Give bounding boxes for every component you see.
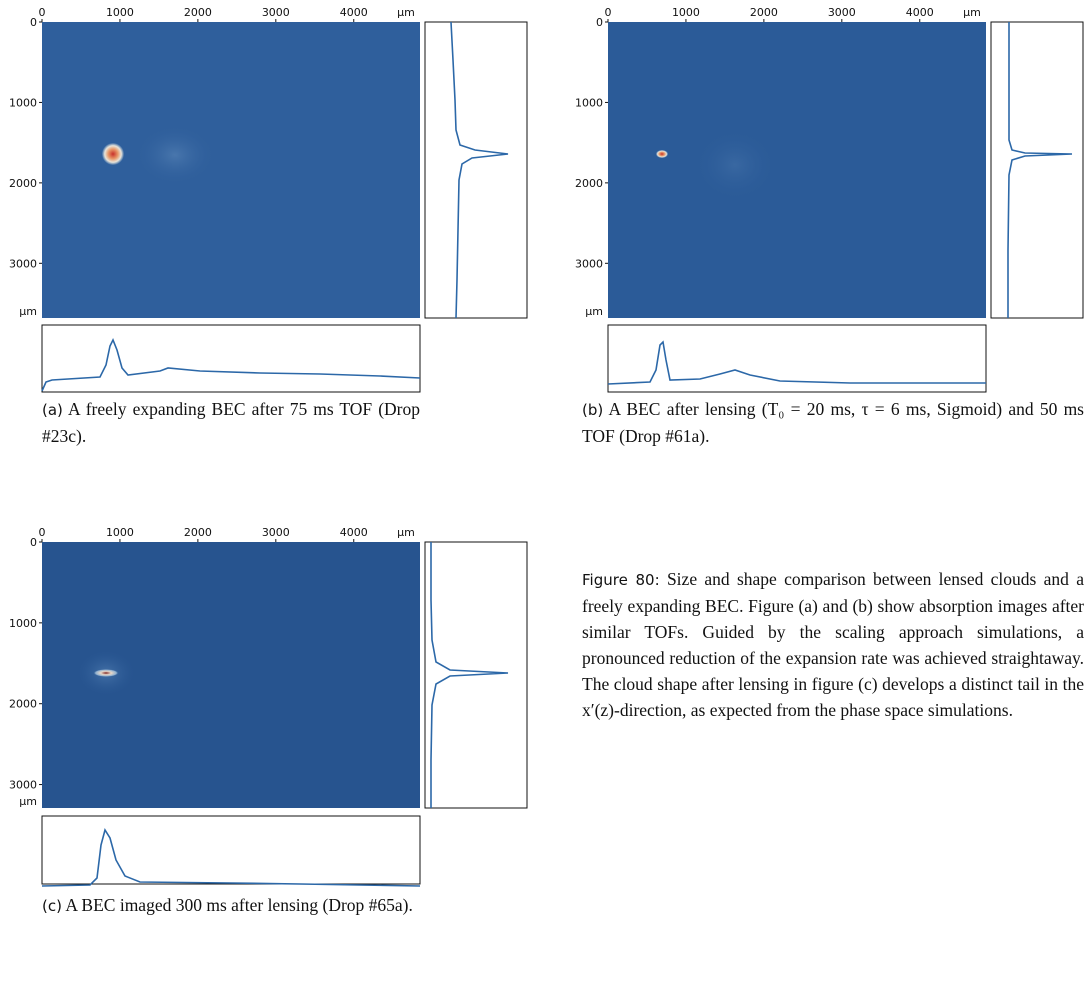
y-tick-label: 1000 xyxy=(575,96,603,109)
caption: (b) A BEC after lensing (T₀ = 20 ms, τ =… xyxy=(582,396,1084,449)
y-tick-label: 1000 xyxy=(9,96,37,109)
x-tick-label: 2000 xyxy=(184,6,212,19)
x-tick-label: 0 xyxy=(605,6,612,19)
y-tick-label: 0 xyxy=(596,16,603,29)
x-tick-label: 0 xyxy=(39,6,46,19)
x-tick-label: 2000 xyxy=(184,526,212,539)
x-unit: μm xyxy=(397,526,415,539)
caption: (a) A freely expanding BEC after 75 ms T… xyxy=(42,396,420,449)
figure-caption: Figure 80: Size and shape comparison bet… xyxy=(582,566,1084,723)
x-unit: μm xyxy=(963,6,981,19)
y-unit: μm xyxy=(19,305,37,318)
figure-label: Figure 80: xyxy=(582,571,660,589)
y-tick-label: 3000 xyxy=(575,257,603,270)
caption-text: A BEC after lensing (T₀ = 20 ms, τ = 6 m… xyxy=(582,399,1084,446)
y-unit: μm xyxy=(19,795,37,808)
side-profile xyxy=(450,21,509,319)
y-tick-label: 3000 xyxy=(9,779,37,792)
y-tick-label: 0 xyxy=(30,536,37,549)
side-profile-box xyxy=(990,21,1084,319)
y-unit: μm xyxy=(585,305,603,318)
x-tick-label: 4000 xyxy=(340,526,368,539)
x-tick-label: 3000 xyxy=(262,6,290,19)
bec-spot xyxy=(93,669,119,677)
y-tick-label: 1000 xyxy=(9,617,37,630)
y-tick-label: 0 xyxy=(30,16,37,29)
x-tick-label: 2000 xyxy=(750,6,778,19)
figure-text: Size and shape comparison between lensed… xyxy=(582,569,1084,720)
x-tick-label: 4000 xyxy=(906,6,934,19)
side-profile xyxy=(1007,22,1073,318)
bec-spot xyxy=(656,150,668,158)
caption-text: A BEC imaged 300 ms after lensing (Drop … xyxy=(65,895,413,915)
x-unit: μm xyxy=(397,6,415,19)
bottom-profile xyxy=(41,828,421,887)
halo xyxy=(135,125,215,185)
bottom-profile xyxy=(607,340,986,385)
caption-label: (a) xyxy=(42,401,63,419)
absorption-image xyxy=(608,22,986,318)
side-profile xyxy=(430,542,509,808)
x-tick-label: 1000 xyxy=(672,6,700,19)
y-tick-label: 2000 xyxy=(9,698,37,711)
x-tick-label: 3000 xyxy=(828,6,856,19)
x-tick-label: 0 xyxy=(39,526,46,539)
caption-label: (b) xyxy=(582,401,604,419)
caption-label: (c) xyxy=(42,897,62,915)
bottom-profile-box xyxy=(41,324,421,393)
bottom-profile xyxy=(41,338,421,392)
bottom-profile-box xyxy=(41,815,421,885)
halo xyxy=(695,130,775,200)
x-tick-label: 3000 xyxy=(262,526,290,539)
absorption-image xyxy=(42,22,420,318)
y-tick-label: 2000 xyxy=(9,177,37,190)
x-tick-label: 1000 xyxy=(106,6,134,19)
side-profile-box xyxy=(424,21,528,319)
y-tick-label: 2000 xyxy=(575,177,603,190)
y-tick-label: 3000 xyxy=(9,257,37,270)
bec-spot xyxy=(102,143,124,165)
caption-text: A freely expanding BEC after 75 ms TOF (… xyxy=(42,399,420,446)
caption: (c) A BEC imaged 300 ms after lensing (D… xyxy=(42,892,504,919)
x-tick-label: 4000 xyxy=(340,6,368,19)
x-tick-label: 1000 xyxy=(106,526,134,539)
